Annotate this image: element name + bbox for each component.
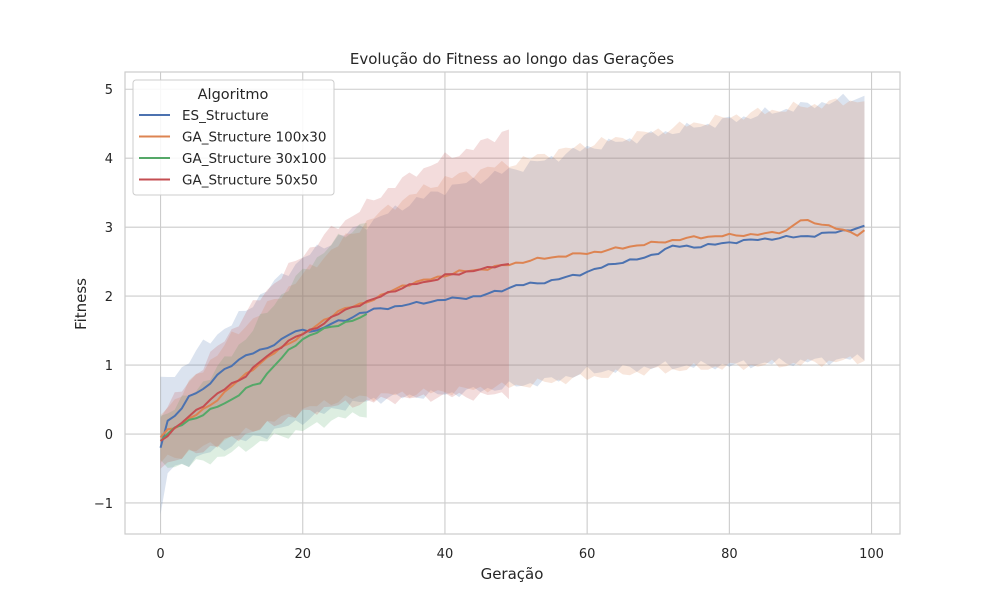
legend-title: Algoritmo [198,87,269,103]
chart-title: Evolução do Fitness ao longo das Geraçõe… [350,50,674,68]
x-tick-label: 80 [721,547,738,562]
confidence-band [160,222,367,468]
legend-label: ES_Structure [182,108,269,124]
x-axis-label: Geração [481,565,544,583]
legend-label: GA_Structure 30x100 [182,151,326,167]
confidence-band [160,98,865,464]
x-tick-label: 20 [294,547,311,562]
y-tick-label: 2 [105,290,113,305]
y-tick-label: 5 [105,83,113,98]
series-lines [159,218,866,449]
legend: Algoritmo ES_Structure GA_Structure 100x3… [132,79,335,196]
y-axis-label: Fitness [72,278,90,330]
y-axis-ticks: −1 0 1 2 3 4 5 [94,83,113,512]
x-tick-label: 60 [579,547,596,562]
series-line [159,224,865,449]
legend-items: ES_Structure GA_Structure 100x30 GA_Struct… [139,108,326,189]
y-tick-label: 1 [105,359,113,374]
y-tick-label: 4 [105,152,113,167]
x-tick-label: 100 [859,547,884,562]
series-line [159,262,510,442]
legend-box [132,79,335,196]
y-tick-label: 3 [105,221,113,236]
y-tick-label: −1 [94,497,113,512]
legend-label: GA_Structure 50x50 [182,173,318,189]
plot-frame [124,71,901,535]
series-line [159,313,368,442]
confidence-band [160,93,865,515]
legend-label: GA_Structure 100x30 [182,130,326,146]
confidence-bands [160,93,865,515]
y-tick-label: 0 [105,428,113,443]
x-tick-label: 0 [156,547,164,562]
confidence-band [160,129,509,469]
x-tick-label: 40 [437,547,454,562]
x-axis-ticks: 0 20 40 60 80 100 [156,547,884,562]
